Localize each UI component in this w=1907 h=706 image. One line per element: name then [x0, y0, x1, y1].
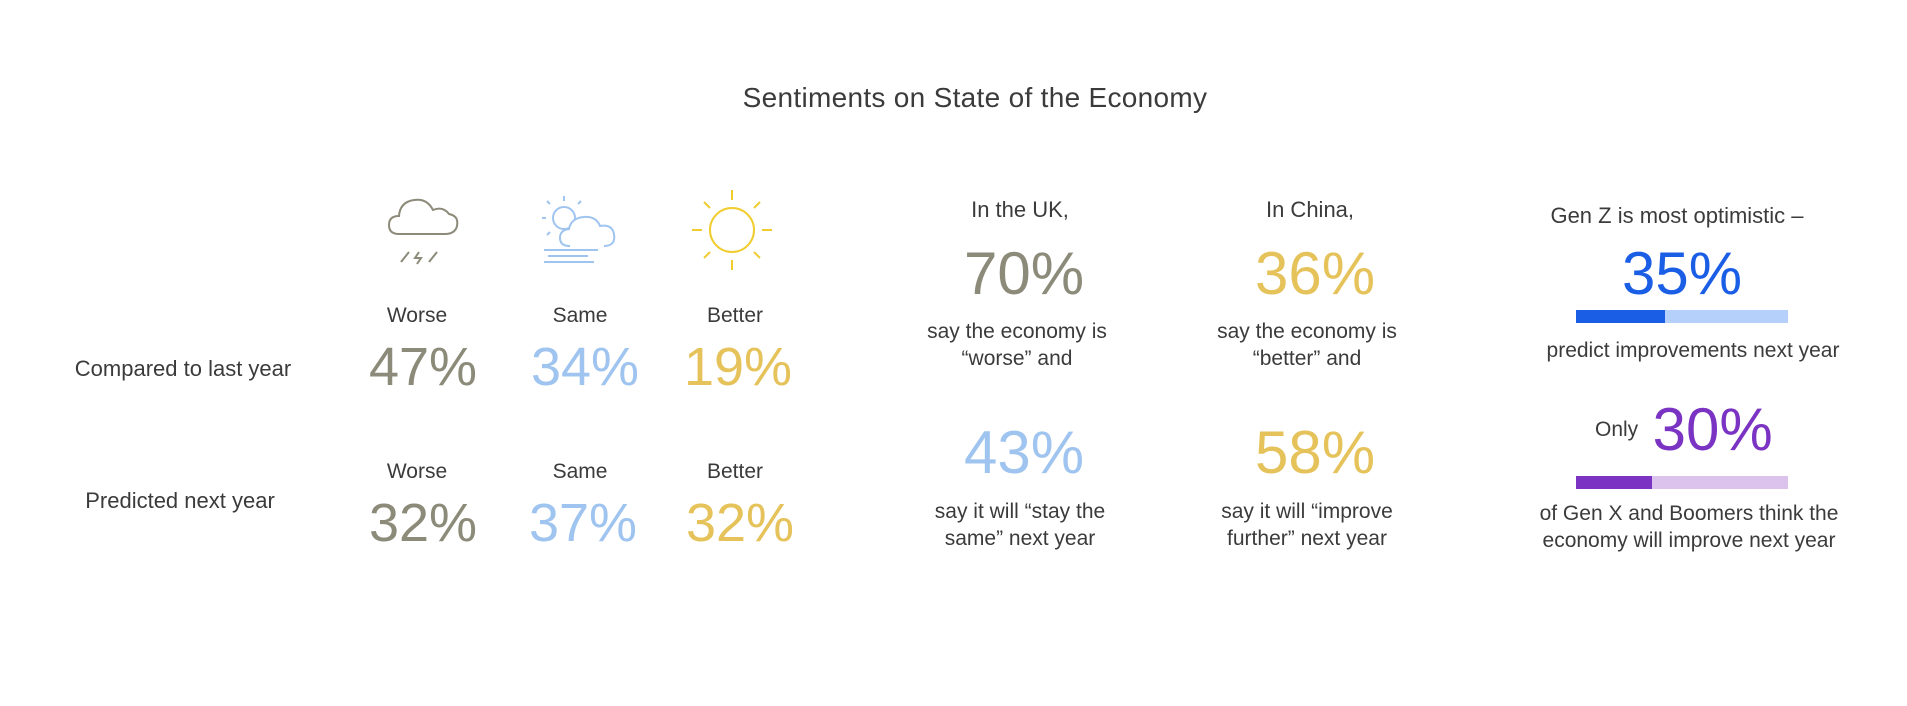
genz-stat: 35%: [1621, 240, 1743, 307]
value-same-next-year: 37%: [528, 493, 638, 553]
genx-progress-fill: [1576, 476, 1653, 489]
uk-desc-2: say it will “stay the same” next year: [890, 498, 1150, 552]
sun-icon: [692, 190, 772, 270]
column-label-same-2: Same: [552, 460, 608, 483]
china-stat-improve: 58%: [1254, 419, 1376, 486]
china-desc-1-line-2: “better” and: [1252, 347, 1362, 370]
storm-cloud-icon: [387, 198, 459, 265]
genz-progress-bar: [1576, 310, 1788, 323]
value-same-last-year: 34%: [530, 337, 640, 397]
genx-progress-bar: [1576, 476, 1788, 489]
value-worse-last-year: 47%: [368, 337, 478, 397]
genx-desc-line-2: economy will improve next year: [1542, 529, 1836, 552]
china-desc-1-line-1: say the economy is: [1217, 320, 1397, 343]
genz-progress-fill: [1576, 310, 1666, 323]
genz-progress-track: [1576, 310, 1788, 323]
genx-desc: of Gen X and Boomers think the economy w…: [1519, 500, 1859, 554]
value-better-last-year: 19%: [683, 337, 793, 397]
uk-stat-worse: 70%: [963, 240, 1085, 307]
genx-desc-line-1: of Gen X and Boomers think the: [1539, 502, 1839, 525]
china-desc-1: say the economy is “better” and: [1177, 318, 1437, 372]
china-desc-2-line-2: further” next year: [1227, 527, 1387, 550]
value-worse-next-year: 32%: [368, 493, 478, 553]
china-heading: In China,: [1265, 197, 1355, 222]
column-label-better: Better: [706, 304, 764, 327]
uk-desc-2-line-2: same” next year: [944, 527, 1096, 550]
column-label-worse-2: Worse: [386, 460, 448, 483]
row-label-compared: Compared to last year: [74, 356, 292, 381]
genz-heading: Gen Z is most optimistic –: [1550, 203, 1804, 228]
uk-desc-1: say the economy is “worse” and: [887, 318, 1147, 372]
genx-stat: 30%: [1652, 396, 1773, 463]
uk-desc-1-line-1: say the economy is: [927, 320, 1107, 343]
partly-cloudy-icon: [542, 196, 616, 263]
page-title: Sentiments on State of the Economy: [742, 82, 1208, 113]
value-better-next-year: 32%: [685, 493, 795, 553]
china-stat-better: 36%: [1254, 240, 1376, 307]
genx-progress-track: [1576, 476, 1788, 489]
genx-prefix: Only: [1595, 418, 1639, 441]
genx-stat-line: Only 30%: [1595, 400, 1773, 460]
genz-desc: predict improvements next year: [1546, 339, 1840, 362]
column-label-worse: Worse: [386, 304, 448, 327]
uk-desc-2-line-1: say it will “stay the: [934, 500, 1106, 523]
china-desc-2-line-1: say it will “improve: [1221, 500, 1393, 523]
uk-heading: In the UK,: [971, 197, 1069, 222]
uk-desc-1-line-2: “worse” and: [961, 347, 1073, 370]
uk-stat-same: 43%: [963, 419, 1085, 486]
column-label-same: Same: [552, 304, 608, 327]
china-desc-2: say it will “improve further” next year: [1177, 498, 1437, 552]
column-label-better-2: Better: [706, 460, 764, 483]
row-label-predicted: Predicted next year: [85, 488, 275, 513]
